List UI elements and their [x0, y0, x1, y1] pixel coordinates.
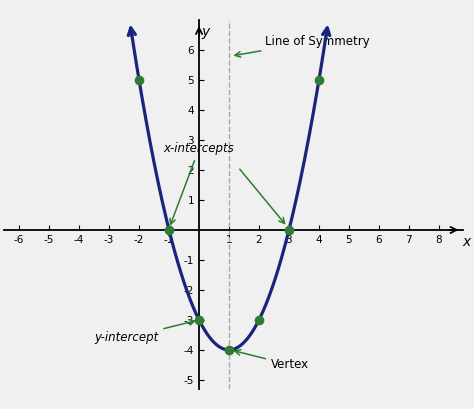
Text: y-intercept: y-intercept [94, 319, 195, 344]
Text: x: x [462, 235, 471, 249]
Text: x-intercepts: x-intercepts [164, 142, 235, 224]
Text: Line of Symmetry: Line of Symmetry [235, 35, 370, 57]
Text: Vertex: Vertex [235, 350, 309, 371]
Text: y: y [201, 25, 210, 38]
